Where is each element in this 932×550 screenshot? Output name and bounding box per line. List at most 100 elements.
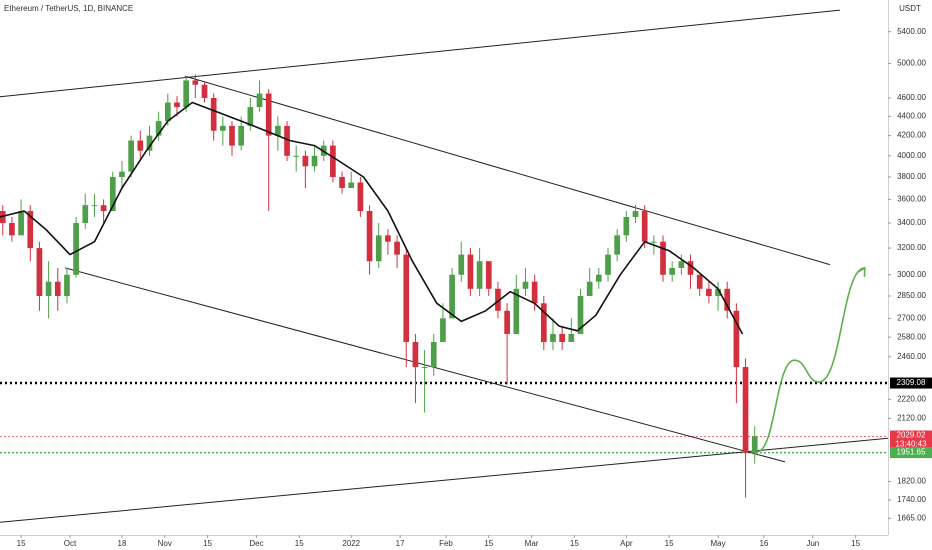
candle-body: [440, 318, 446, 342]
y-tick-label: 2850.00: [897, 291, 926, 300]
y-tick-label: 4000.00: [897, 151, 926, 160]
x-tick-label: Oct: [64, 539, 77, 548]
countdown: 13:40:43: [895, 440, 927, 449]
candle-body: [229, 125, 235, 146]
candle-body: [348, 182, 355, 189]
candle-body: [18, 211, 24, 236]
candle-body: [256, 93, 263, 108]
x-tick-label: Jun: [806, 539, 819, 548]
x-tick-label: 15: [851, 539, 860, 548]
x-tick-label: 15: [484, 539, 493, 548]
candle-body: [183, 80, 190, 108]
candle-body: [706, 288, 712, 296]
trendline: [0, 437, 888, 523]
candle-body: [146, 135, 153, 151]
candle-body: [238, 125, 245, 146]
candle-body: [293, 155, 300, 157]
candle-body: [403, 254, 410, 342]
candle-body: [632, 211, 639, 217]
candle-body: [366, 211, 373, 262]
candle-body: [513, 288, 520, 334]
candle-body: [275, 125, 281, 136]
y-tick-label: 4600.00: [897, 93, 926, 102]
candle-body: [586, 281, 593, 296]
candle-body: [174, 102, 180, 108]
y-tick-label: 4200.00: [897, 131, 926, 140]
x-tick-label: 15: [570, 539, 579, 548]
y-tick-label: 1820.00: [897, 477, 926, 486]
plot: [0, 9, 888, 523]
candle-body: [45, 281, 52, 296]
x-tick-label: 15: [295, 539, 304, 548]
candle-body: [696, 274, 703, 289]
x-tick-label: 15: [203, 539, 212, 548]
candle-body: [724, 288, 731, 311]
candle-body: [504, 310, 510, 334]
candle-body: [669, 267, 676, 275]
candle-body: [91, 205, 98, 207]
candle-body: [595, 274, 602, 282]
candle-body: [339, 177, 345, 189]
candle-body: [284, 125, 290, 156]
candle-body: [385, 235, 391, 242]
candle-body: [155, 121, 162, 136]
y-tick-label: 3000.00: [897, 270, 926, 279]
x-tick-label: Nov: [158, 539, 172, 548]
candle-body: [73, 223, 79, 275]
candle-body: [375, 235, 382, 262]
candle-body: [458, 254, 465, 275]
candle-body: [128, 140, 134, 172]
y-axis-label: USDT: [899, 4, 921, 13]
candle-body: [9, 223, 15, 236]
candle-body: [394, 241, 400, 255]
candle-body: [623, 216, 630, 236]
y-tick-label: 2220.00: [897, 394, 926, 403]
y-tick-label: 5000.00: [897, 59, 926, 68]
y-tick-label: 2700.00: [897, 313, 926, 322]
candle-body: [311, 155, 318, 167]
candle-body: [421, 367, 428, 369]
y-tick-label: 1665.00: [897, 513, 926, 522]
trendline: [0, 9, 841, 98]
arrow-head: [856, 266, 866, 277]
candle-body: [137, 140, 144, 151]
x-tick-label: Apr: [620, 539, 633, 548]
candle-body: [715, 288, 721, 296]
candle-body: [119, 171, 125, 178]
candle-body: [330, 145, 336, 178]
candle-body: [449, 274, 455, 319]
y-tick-label: 2580.00: [897, 332, 926, 341]
y-tick-label: 4400.00: [897, 111, 926, 120]
candle-body: [27, 211, 34, 249]
candle-body: [559, 333, 565, 342]
candle-body: [531, 281, 538, 304]
candle-body: [550, 333, 556, 342]
candle-body: [302, 155, 309, 167]
candle-body: [540, 303, 547, 342]
x-tick-label: Dec: [249, 539, 263, 548]
level-label-bg: [890, 377, 932, 389]
y-tick-label: 3600.00: [897, 194, 926, 203]
candle-body: [82, 205, 89, 224]
candle-body: [751, 436, 758, 453]
candle-body: [247, 107, 254, 126]
candle-body: [412, 341, 419, 368]
candle-body: [109, 177, 116, 212]
candle-body: [54, 281, 61, 296]
y-tick-label: 3400.00: [897, 218, 926, 227]
candle-body: [210, 97, 217, 131]
x-tick-label: 16: [759, 539, 768, 548]
level-label-bg: [890, 447, 932, 459]
trendline: [184, 75, 831, 266]
candle-body: [36, 248, 43, 296]
y-tick-label: 2460.00: [897, 352, 926, 361]
candle-body: [605, 254, 611, 275]
x-tick-label: 15: [17, 539, 26, 548]
candle-body: [100, 205, 107, 212]
candle-body: [495, 288, 501, 311]
candle-body: [678, 261, 685, 268]
level-label: 2309.08: [897, 378, 926, 387]
moving-average: [0, 101, 744, 335]
